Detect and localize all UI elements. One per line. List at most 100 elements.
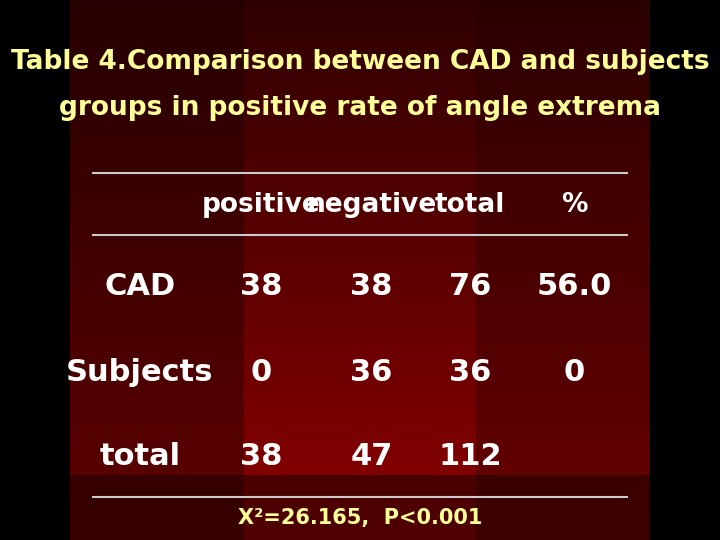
Bar [71, 413, 649, 416]
Bar [71, 356, 649, 359]
Bar [71, 329, 649, 332]
Bar [71, 146, 649, 148]
Bar [71, 35, 649, 38]
Bar [71, 157, 649, 159]
Bar [71, 208, 649, 211]
Bar [71, 192, 649, 194]
Text: 38: 38 [240, 272, 283, 301]
Bar [71, 122, 649, 124]
Bar [71, 24, 649, 27]
Bar [71, 270, 649, 273]
Bar [71, 132, 649, 135]
Bar [71, 256, 649, 259]
Bar [71, 378, 649, 381]
Bar [71, 467, 649, 470]
Bar [71, 405, 649, 408]
Bar [71, 89, 649, 92]
Bar [71, 513, 649, 516]
Bar [71, 151, 649, 154]
Bar [71, 103, 649, 105]
Bar [71, 14, 649, 16]
Bar [71, 521, 649, 524]
Bar [71, 105, 649, 108]
Bar [71, 535, 649, 537]
Text: 38: 38 [351, 272, 393, 301]
Text: 0: 0 [251, 358, 272, 387]
Bar [71, 38, 649, 40]
Text: Table 4.Comparison between CAD and subjects: Table 4.Comparison between CAD and subje… [11, 49, 709, 75]
Bar [71, 497, 649, 500]
Bar [71, 435, 649, 437]
Bar [71, 324, 649, 327]
Bar [71, 81, 649, 84]
Bar [71, 127, 649, 130]
Bar [71, 351, 649, 354]
Bar [71, 49, 649, 51]
Bar [71, 3, 649, 5]
Bar [71, 100, 649, 103]
Bar [71, 327, 649, 329]
Bar [71, 308, 649, 310]
Bar [71, 224, 649, 227]
Bar [71, 483, 649, 486]
Bar [71, 375, 649, 378]
Bar [71, 284, 649, 286]
Bar [71, 432, 649, 435]
Bar [71, 451, 649, 454]
Bar [71, 421, 649, 424]
Text: 47: 47 [351, 442, 393, 471]
Bar [71, 232, 649, 235]
Bar [71, 243, 649, 246]
Bar [71, 289, 649, 292]
Bar [71, 429, 649, 432]
Bar [71, 40, 649, 43]
Bar [71, 297, 649, 300]
Text: 76: 76 [449, 272, 491, 301]
Bar [71, 202, 649, 205]
Bar [71, 51, 649, 54]
Bar [71, 294, 649, 297]
Bar [71, 143, 649, 146]
Bar [71, 251, 649, 254]
Bar [71, 462, 649, 464]
Bar [71, 116, 649, 119]
Bar [71, 459, 649, 462]
Bar [71, 397, 649, 400]
Bar [71, 400, 649, 402]
Polygon shape [476, 0, 649, 540]
Bar [71, 205, 649, 208]
Bar [71, 319, 649, 321]
Bar [71, 86, 649, 89]
Bar [71, 119, 649, 122]
Bar [71, 443, 649, 445]
Bar [71, 313, 649, 316]
Bar [71, 456, 649, 459]
Bar [71, 472, 649, 475]
Text: total: total [99, 442, 181, 471]
Bar [71, 184, 649, 186]
Bar [71, 386, 649, 389]
Bar [71, 159, 649, 162]
Bar [71, 97, 649, 100]
Bar [71, 186, 649, 189]
Bar [71, 140, 649, 143]
Text: groups in positive rate of angle extrema: groups in positive rate of angle extrema [59, 95, 661, 121]
Bar [71, 508, 649, 510]
Polygon shape [71, 0, 244, 540]
Bar [71, 16, 649, 19]
Bar [71, 19, 649, 22]
Bar [71, 130, 649, 132]
Bar [71, 529, 649, 532]
Bar [71, 235, 649, 238]
Bar [71, 408, 649, 410]
Bar [71, 76, 649, 78]
Text: negative: negative [307, 192, 437, 218]
Bar [71, 267, 649, 270]
Bar [71, 211, 649, 213]
Bar [71, 62, 649, 65]
Bar [71, 524, 649, 526]
Polygon shape [71, 475, 649, 540]
Bar [71, 446, 649, 448]
Bar [71, 402, 649, 405]
Bar [71, 486, 649, 489]
